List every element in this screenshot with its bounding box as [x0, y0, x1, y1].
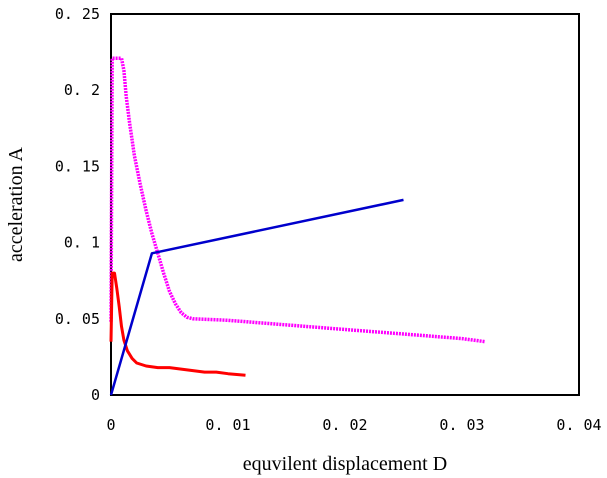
- x-tick-label: 0: [106, 416, 115, 434]
- series-line-3: [109, 198, 404, 396]
- y-tick-label: 0. 05: [55, 310, 100, 328]
- series-line-1: [109, 56, 486, 344]
- y-axis-ticks: 0 0. 05 0. 1 0. 15 0. 2 0. 25: [55, 5, 100, 404]
- plot-frame: [110, 13, 580, 396]
- x-tick-label: 0. 02: [322, 416, 367, 434]
- x-tick-label: 0. 04: [556, 416, 601, 434]
- x-tick-label: 0. 03: [439, 416, 484, 434]
- y-tick-label: 0. 2: [64, 81, 100, 99]
- series-layer: [109, 56, 486, 396]
- y-axis-title: acceleration A: [5, 146, 27, 261]
- x-axis-title: equvilent displacement D: [243, 453, 447, 475]
- y-tick-label: 0. 1: [64, 234, 100, 252]
- series-line-2: [109, 271, 246, 377]
- y-tick-label: 0. 15: [55, 157, 100, 175]
- x-tick-label: 0. 01: [205, 416, 250, 434]
- plot-area: [110, 13, 580, 396]
- x-axis-ticks: 0 0. 01 0. 02 0. 03 0. 04: [106, 416, 601, 434]
- y-tick-label: 0: [91, 386, 100, 404]
- y-tick-label: 0. 25: [55, 5, 100, 23]
